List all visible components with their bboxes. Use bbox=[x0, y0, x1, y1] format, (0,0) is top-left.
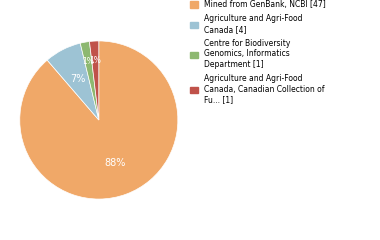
Text: 88%: 88% bbox=[104, 158, 125, 168]
Wedge shape bbox=[47, 43, 99, 120]
Wedge shape bbox=[20, 41, 178, 199]
Wedge shape bbox=[89, 41, 99, 120]
Text: 7%: 7% bbox=[70, 74, 86, 84]
Text: 1%: 1% bbox=[89, 56, 101, 65]
Text: 1%: 1% bbox=[82, 57, 94, 66]
Wedge shape bbox=[80, 42, 99, 120]
Legend: Mined from GenBank, NCBI [47], Agriculture and Agri-Food
Canada [4], Centre for : Mined from GenBank, NCBI [47], Agricultu… bbox=[190, 0, 326, 104]
